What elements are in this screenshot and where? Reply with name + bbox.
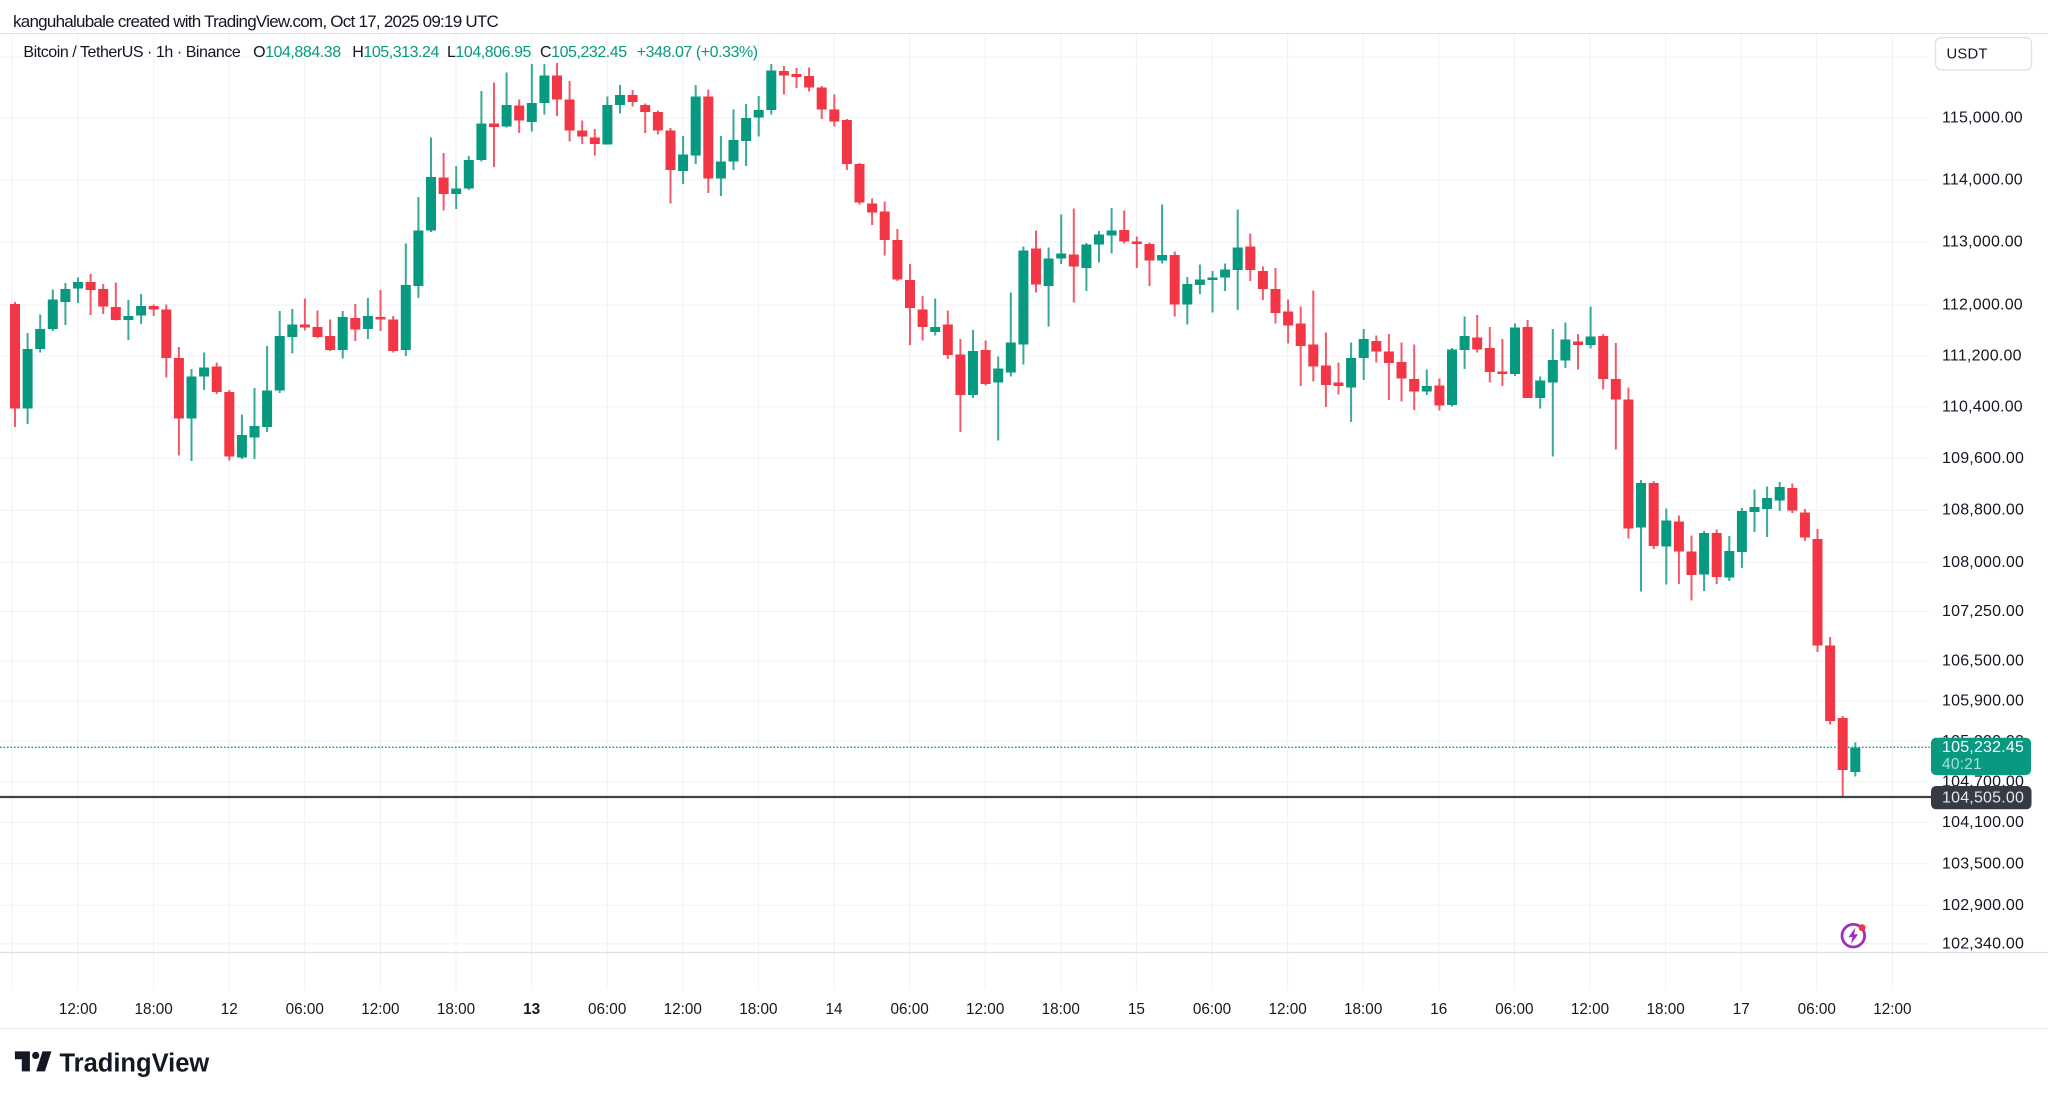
svg-text:12: 12: [221, 1001, 238, 1018]
svg-text:06:00: 06:00: [1193, 1001, 1231, 1018]
svg-text:114,000.00: 114,000.00: [1942, 171, 2023, 188]
svg-text:06:00: 06:00: [286, 1001, 324, 1018]
svg-text:12:00: 12:00: [59, 1001, 97, 1018]
svg-text:TradingView: TradingView: [60, 1050, 210, 1078]
svg-text:104,505.00: 104,505.00: [1942, 789, 2024, 806]
svg-text:107,250.00: 107,250.00: [1942, 603, 2024, 620]
svg-text:12:00: 12:00: [966, 1001, 1004, 1018]
svg-text:102,900.00: 102,900.00: [1942, 897, 2024, 914]
svg-text:12:00: 12:00: [664, 1001, 702, 1018]
svg-text:Bitcoin / TetherUS · 1h · Bina: Bitcoin / TetherUS · 1h · Binance O104,88…: [23, 44, 757, 61]
svg-text:102,340.00: 102,340.00: [1942, 935, 2024, 952]
svg-text:103,500.00: 103,500.00: [1942, 855, 2024, 872]
svg-text:06:00: 06:00: [1495, 1001, 1533, 1018]
svg-text:18:00: 18:00: [1646, 1001, 1684, 1018]
svg-text:106,500.00: 106,500.00: [1942, 653, 2024, 670]
svg-text:18:00: 18:00: [437, 1001, 475, 1018]
svg-text:14: 14: [825, 1001, 843, 1018]
svg-text:115,000.00: 115,000.00: [1942, 110, 2023, 127]
svg-text:112,000.00: 112,000.00: [1942, 297, 2023, 314]
svg-text:13: 13: [523, 1001, 540, 1018]
svg-text:kanguhalubale created with Tra: kanguhalubale created with TradingView.c…: [13, 12, 499, 31]
svg-text:18:00: 18:00: [1344, 1001, 1382, 1018]
svg-text:17: 17: [1733, 1001, 1750, 1018]
svg-text:06:00: 06:00: [1798, 1001, 1836, 1018]
svg-text:111,200.00: 111,200.00: [1942, 347, 2022, 364]
svg-text:15: 15: [1128, 1001, 1145, 1018]
svg-text:40:21: 40:21: [1942, 756, 1982, 773]
svg-text:110,400.00: 110,400.00: [1942, 398, 2023, 415]
svg-text:12:00: 12:00: [1268, 1001, 1306, 1018]
svg-text:108,800.00: 108,800.00: [1942, 502, 2024, 519]
svg-text:12:00: 12:00: [1873, 1001, 1911, 1018]
svg-text:18:00: 18:00: [1042, 1001, 1080, 1018]
svg-text:12:00: 12:00: [361, 1001, 399, 1018]
svg-text:108,000.00: 108,000.00: [1942, 554, 2024, 571]
svg-text:104,100.00: 104,100.00: [1942, 814, 2024, 831]
svg-text:113,000.00: 113,000.00: [1942, 234, 2023, 251]
svg-text:USDT: USDT: [1947, 47, 1988, 63]
svg-text:06:00: 06:00: [890, 1001, 928, 1018]
svg-text:18:00: 18:00: [134, 1001, 172, 1018]
svg-text:105,232.45: 105,232.45: [1942, 739, 2024, 756]
svg-text:109,600.00: 109,600.00: [1942, 450, 2024, 467]
svg-text:16: 16: [1430, 1001, 1447, 1018]
svg-text:06:00: 06:00: [588, 1001, 626, 1018]
svg-text:12:00: 12:00: [1571, 1001, 1609, 1018]
svg-text:18:00: 18:00: [739, 1001, 777, 1018]
svg-text:105,900.00: 105,900.00: [1942, 693, 2024, 710]
